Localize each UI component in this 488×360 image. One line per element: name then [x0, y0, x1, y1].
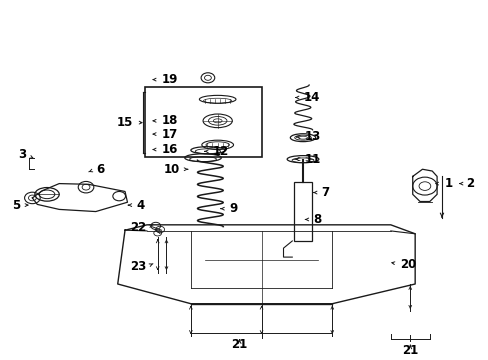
Text: 16: 16: [161, 143, 178, 156]
Text: 21: 21: [401, 344, 418, 357]
Text: 20: 20: [400, 258, 416, 271]
Text: 15: 15: [117, 116, 133, 129]
Text: 2: 2: [466, 177, 473, 190]
Text: 10: 10: [163, 163, 180, 176]
Text: 18: 18: [161, 114, 178, 127]
Text: 8: 8: [313, 213, 321, 226]
Text: 23: 23: [129, 260, 146, 273]
Text: 9: 9: [228, 202, 237, 215]
Text: 19: 19: [161, 73, 178, 86]
Bar: [144, 87, 261, 157]
Text: 5: 5: [12, 199, 20, 212]
Text: 12: 12: [212, 145, 228, 158]
Text: 14: 14: [304, 91, 320, 104]
Text: 6: 6: [96, 163, 104, 176]
Text: 1: 1: [444, 177, 451, 190]
Text: 13: 13: [305, 130, 321, 144]
Text: 3: 3: [18, 148, 26, 161]
Text: 7: 7: [321, 186, 329, 199]
Text: 21: 21: [231, 338, 247, 351]
Text: 4: 4: [136, 199, 144, 212]
Text: 17: 17: [161, 127, 178, 141]
Text: 11: 11: [305, 153, 321, 166]
Text: 22: 22: [129, 221, 146, 234]
